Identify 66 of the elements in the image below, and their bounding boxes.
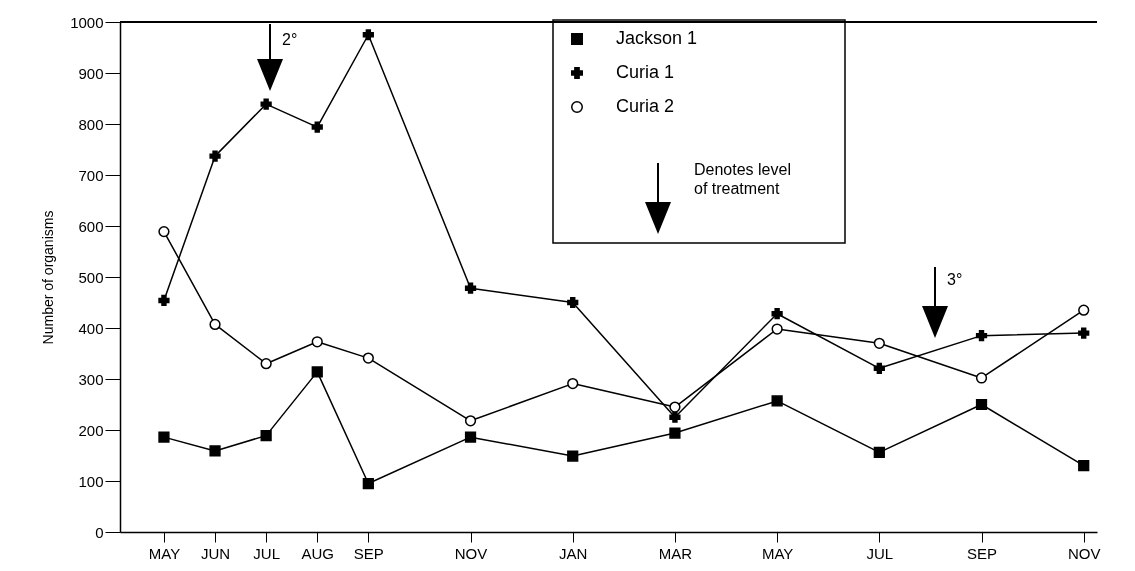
point	[209, 150, 221, 162]
point	[311, 121, 323, 133]
point	[311, 336, 323, 348]
x-tick-label: MAY	[148, 544, 181, 562]
annotation: 3°	[947, 270, 963, 289]
point	[1078, 327, 1090, 339]
point	[771, 308, 783, 320]
annotation: Denotes level of treatment	[694, 160, 792, 198]
x-tick-label: MAY	[761, 544, 794, 562]
point	[209, 318, 221, 331]
y-tick-label: 200	[78, 421, 104, 439]
y-tick-label: 500	[78, 268, 104, 286]
point	[873, 362, 885, 374]
point	[669, 427, 681, 439]
point	[567, 377, 579, 390]
point	[209, 445, 221, 457]
x-tick-label: JAN	[559, 544, 588, 562]
y-tick-label: 400	[78, 319, 104, 337]
point	[975, 372, 988, 384]
point	[260, 429, 272, 442]
y-tick-label: 300	[78, 370, 104, 388]
y-tick-label: 100	[78, 472, 104, 490]
y-tick-label: 1000	[70, 13, 104, 31]
point	[1078, 304, 1090, 316]
point	[771, 395, 783, 407]
point	[362, 352, 374, 364]
point	[873, 446, 885, 459]
point	[464, 415, 477, 427]
point	[567, 296, 579, 309]
point	[158, 226, 170, 238]
point	[260, 98, 272, 110]
legend-label: Jackson 1	[616, 28, 698, 48]
point	[975, 330, 988, 342]
point	[1078, 460, 1090, 472]
y-tick-label: 800	[78, 115, 104, 133]
x-tick-label: JUN	[200, 544, 231, 562]
x-tick-label: JUL	[253, 544, 280, 562]
y-tick-label: 0	[95, 523, 104, 541]
point	[260, 358, 272, 370]
y-tick-label: 900	[78, 64, 104, 82]
point	[362, 29, 374, 41]
x-tick-label: SEP	[353, 544, 384, 562]
point	[771, 323, 783, 335]
point	[975, 398, 988, 411]
x-tick-label: NOV	[1067, 544, 1101, 562]
point	[669, 411, 681, 423]
y-tick-label: 700	[78, 166, 104, 184]
point	[362, 477, 374, 490]
x-tick-label: SEP	[967, 544, 998, 562]
legend-label: Curia 2	[616, 96, 675, 116]
x-tick-label: AUG	[301, 544, 334, 562]
point	[158, 431, 170, 443]
point	[158, 294, 170, 307]
legend-label: Curia 1	[616, 62, 675, 82]
point	[464, 431, 477, 443]
point	[669, 401, 681, 413]
x-tick-label: MAR	[658, 544, 693, 562]
point	[311, 366, 323, 378]
annotation: 2°	[282, 30, 298, 49]
point	[464, 282, 477, 294]
y-axis-title: Number of organisms	[40, 210, 57, 345]
x-tick-label: JUL	[866, 544, 894, 562]
y-tick-label: 600	[78, 217, 104, 235]
x-tick-label: NOV	[454, 544, 488, 562]
point	[567, 450, 579, 462]
point	[873, 337, 885, 349]
